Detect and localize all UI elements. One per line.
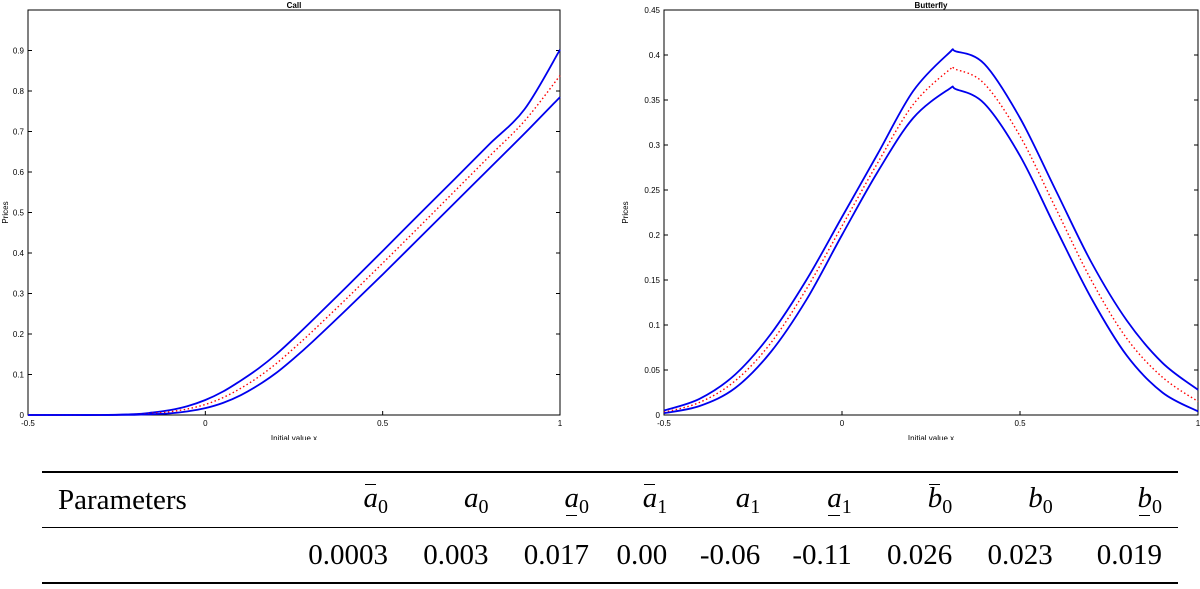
call-x-tick-label: 0: [203, 419, 208, 428]
header-cell: a0: [489, 472, 590, 528]
parameters-header-label: Parameters: [58, 483, 187, 516]
butterfly-y-axis-label: Prices: [621, 201, 630, 223]
call-y-tick-label: 0.4: [13, 249, 25, 258]
butterfly-y-tick-label: 0.25: [644, 186, 660, 195]
butterfly-series-line-3: [663, 85, 1199, 415]
call-y-tick-label: 0: [20, 411, 25, 420]
call-series-line-3: [28, 96, 561, 416]
header-cell: a0: [388, 472, 489, 528]
param-symbol: a1: [827, 481, 852, 518]
call-y-tick-label: 0.1: [13, 371, 25, 380]
call-y-tick-label: 0.8: [13, 87, 25, 96]
call-x-tick-label: 1: [558, 419, 563, 428]
call-price-chart: Call-0.5 0 0.5 100.10.20.30.40.50.60.70.80.…: [1, 1, 563, 440]
butterfly-y-tick-label: 0: [656, 411, 661, 420]
butterfly-y-tick-label: 0.2: [649, 231, 661, 240]
param-symbol: a1: [735, 481, 761, 518]
butterfly-y-tick-label: 0.35: [644, 96, 660, 105]
butterfly-y-tick-label: 0.3: [649, 141, 661, 150]
param-symbol: a0: [564, 481, 590, 518]
value-cell: 0.00: [616, 538, 668, 571]
value-cell: 0.017: [523, 538, 590, 571]
call-y-tick-label: 0.6: [13, 168, 25, 177]
header-cell: b0: [852, 472, 953, 528]
header-cell: a1: [760, 472, 852, 528]
value-cell: 0.023: [987, 538, 1053, 571]
call-x-tick-label: 0.5: [377, 419, 389, 428]
call-y-tick-label: 0.9: [13, 47, 25, 56]
call-x-tick-label: -0.5: [21, 419, 35, 428]
param-symbol: b0: [1028, 481, 1053, 518]
butterfly-x-axis-label: Initial value x: [908, 434, 954, 440]
empty-cell: [42, 528, 265, 584]
value-cell: 0.003: [423, 538, 489, 571]
butterfly-y-tick-label: 0.4: [649, 51, 661, 60]
call-y-tick-label: 0.3: [13, 290, 25, 299]
table-header-row: Parameters a0 a0 a0 a1 a1 a1 b0 b0 b0: [42, 472, 1178, 528]
butterfly-y-tick-label: 0.45: [644, 6, 660, 15]
value-cell: -0.11: [792, 538, 852, 571]
butterfly-y-tick-label: 0.05: [644, 366, 660, 375]
param-symbol: b0: [927, 481, 953, 518]
call-y-tick-label: 0.7: [13, 128, 25, 137]
table-values-row: 0.0003 0.003 0.017 0.00 -0.06 -0.11 0.02…: [42, 527, 1178, 584]
butterfly-x-tick-label: -0.5: [657, 419, 671, 428]
call-x-axis-label: Initial value x: [271, 434, 317, 440]
butterfly-price-chart: Butterfly-0.5 0 0.5 100.050.10.150.20.250.3…: [621, 1, 1200, 440]
header-cell: a0: [265, 472, 389, 528]
param-symbol: b0: [1137, 481, 1163, 518]
butterfly-x-tick-label: 1: [1196, 419, 1200, 428]
param-symbol: a0: [464, 481, 489, 518]
header-cell: b0: [1053, 472, 1178, 528]
parameters-table: Parameters a0 a0 a0 a1 a1 a1 b0 b0 b0 0.…: [42, 471, 1178, 584]
call-y-tick-label: 0.2: [13, 330, 25, 339]
butterfly-series-line-2: [663, 66, 1199, 413]
call-series-line-2: [28, 75, 561, 416]
butterfly-y-tick-label: 0.15: [644, 276, 660, 285]
param-symbol: a1: [642, 481, 668, 518]
butterfly-y-tick-label: 0.1: [649, 321, 661, 330]
butterfly-series-line-1: [663, 48, 1199, 412]
value-cell: 0.019: [1096, 538, 1162, 571]
param-symbol: a0: [363, 481, 389, 518]
value-cell: 0.026: [886, 538, 953, 571]
value-cell: -0.06: [699, 538, 761, 571]
butterfly-chart-title: Butterfly: [915, 1, 948, 10]
call-chart-title: Call: [287, 1, 302, 10]
header-cell: b0: [952, 472, 1053, 528]
value-cell: 0.0003: [308, 538, 388, 571]
call-y-tick-label: 0.5: [13, 209, 25, 218]
butterfly-plot-frame: [663, 9, 1199, 416]
call-plot-frame: [27, 9, 561, 416]
call-y-axis-label: Prices: [1, 201, 10, 223]
call-series-line-1: [28, 49, 561, 416]
butterfly-x-tick-label: 0.5: [1014, 419, 1026, 428]
butterfly-x-tick-label: 0: [840, 419, 845, 428]
header-cell: a1: [589, 472, 668, 528]
header-cell: a1: [667, 472, 761, 528]
